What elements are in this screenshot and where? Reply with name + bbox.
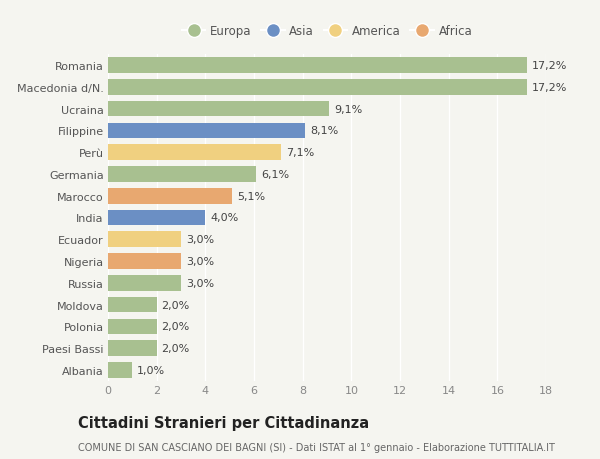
Text: 8,1%: 8,1% (310, 126, 338, 136)
Bar (108, 341, 157, 356)
Bar (108, 232, 181, 247)
Text: Cittadini Stranieri per Cittadinanza: Cittadini Stranieri per Cittadinanza (78, 415, 369, 431)
Bar (108, 58, 527, 74)
Bar (108, 167, 256, 182)
Text: 2,0%: 2,0% (161, 322, 190, 332)
Bar (108, 210, 205, 226)
Bar (108, 101, 329, 117)
Text: 6,1%: 6,1% (261, 169, 289, 179)
Bar (108, 123, 305, 139)
Bar (108, 319, 157, 335)
Legend: Europa, Asia, America, Africa: Europa, Asia, America, Africa (182, 25, 472, 38)
Text: 2,0%: 2,0% (161, 343, 190, 353)
Bar (108, 80, 527, 95)
Text: 7,1%: 7,1% (286, 148, 314, 158)
Bar (108, 145, 281, 161)
Text: 1,0%: 1,0% (137, 365, 166, 375)
Text: 3,0%: 3,0% (186, 257, 214, 267)
Bar (108, 362, 133, 378)
Text: COMUNE DI SAN CASCIANO DEI BAGNI (SI) - Dati ISTAT al 1° gennaio - Elaborazione : COMUNE DI SAN CASCIANO DEI BAGNI (SI) - … (78, 442, 555, 452)
Text: 4,0%: 4,0% (210, 213, 238, 223)
Text: 9,1%: 9,1% (334, 104, 362, 114)
Text: 17,2%: 17,2% (532, 83, 567, 93)
Bar (108, 275, 181, 291)
Bar (108, 189, 232, 204)
Bar (108, 297, 157, 313)
Text: 2,0%: 2,0% (161, 300, 190, 310)
Bar (108, 254, 181, 269)
Text: 17,2%: 17,2% (532, 61, 567, 71)
Text: 5,1%: 5,1% (237, 191, 265, 202)
Text: 3,0%: 3,0% (186, 278, 214, 288)
Text: 3,0%: 3,0% (186, 235, 214, 245)
